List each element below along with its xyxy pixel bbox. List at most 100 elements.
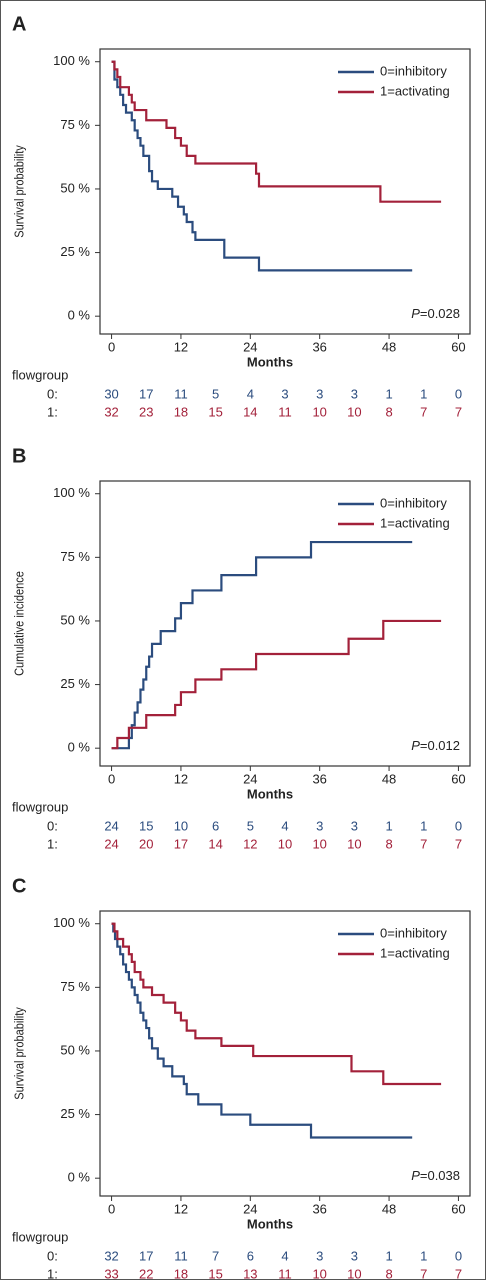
y-tick-label: 50 %	[60, 180, 90, 195]
risk-count: 32	[104, 1248, 118, 1263]
risk-count: 3	[351, 1248, 358, 1263]
survival-curve	[111, 922, 442, 1086]
risk-count: 8	[385, 836, 392, 851]
risk-count: 10	[347, 836, 361, 851]
x-tick-label: 36	[312, 1201, 326, 1216]
risk-count: 5	[247, 818, 254, 833]
x-tick-label: 24	[243, 771, 257, 786]
risk-count: 7	[455, 1266, 462, 1280]
y-tick-label: 50 %	[60, 1042, 90, 1057]
risk-count: 10	[278, 836, 292, 851]
p-italic: P	[411, 738, 420, 753]
risk-title: flowgroup	[12, 1229, 68, 1244]
x-axis-label: Months	[247, 786, 293, 801]
risk-count: 3	[351, 818, 358, 833]
risk-count: 32	[104, 404, 118, 419]
risk-count: 7	[455, 404, 462, 419]
y-axis-label: Survival probability	[12, 145, 27, 238]
x-tick-label: 48	[382, 771, 396, 786]
p-number: =0.028	[420, 306, 460, 321]
risk-count: 30	[104, 386, 118, 401]
x-tick-label: 36	[312, 339, 326, 354]
risk-count: 1	[420, 1248, 427, 1263]
risk-count: 3	[351, 386, 358, 401]
risk-count: 11	[174, 386, 188, 401]
survival-curve	[111, 60, 413, 272]
risk-row-label: 1:	[47, 1266, 58, 1280]
risk-row-label: 1:	[47, 836, 58, 851]
risk-count: 15	[208, 1266, 222, 1280]
risk-count: 14	[243, 404, 257, 419]
risk-count: 4	[281, 1248, 288, 1263]
risk-count: 10	[312, 836, 326, 851]
risk-count: 11	[278, 404, 292, 419]
risk-row-label: 0:	[47, 818, 58, 833]
risk-count: 1	[420, 386, 427, 401]
risk-count: 8	[385, 404, 392, 419]
y-tick-label: 25 %	[60, 676, 90, 691]
risk-count: 24	[104, 836, 118, 851]
y-tick-label: 25 %	[60, 1106, 90, 1121]
x-tick-label: 60	[451, 339, 465, 354]
x-tick-label: 24	[243, 1201, 257, 1216]
plot-frame	[99, 48, 471, 335]
risk-count: 6	[247, 1248, 254, 1263]
risk-count: 0	[455, 386, 462, 401]
x-tick-label: 24	[243, 339, 257, 354]
x-tick-label: 12	[174, 339, 188, 354]
risk-count: 3	[281, 386, 288, 401]
y-tick-label: 25 %	[60, 244, 90, 259]
risk-count: 5	[212, 386, 219, 401]
p-italic: P	[411, 306, 420, 321]
x-tick-label: 48	[382, 339, 396, 354]
p-value: P=0.012	[411, 738, 460, 753]
risk-count: 18	[174, 404, 188, 419]
risk-count: 3	[316, 386, 323, 401]
risk-count: 10	[312, 404, 326, 419]
risk-count: 4	[281, 818, 288, 833]
x-tick-label: 0	[108, 1201, 115, 1216]
p-value: P=0.028	[411, 306, 460, 321]
risk-row-label: 0:	[47, 1248, 58, 1263]
x-tick-label: 0	[108, 339, 115, 354]
risk-count: 17	[139, 1248, 153, 1263]
risk-title: flowgroup	[12, 367, 68, 382]
risk-row-label: 0:	[47, 386, 58, 401]
survival-curve	[111, 540, 413, 750]
legend-label: 1=activating	[380, 515, 450, 530]
risk-count: 0	[455, 1248, 462, 1263]
risk-count: 11	[174, 1248, 188, 1263]
risk-count: 7	[420, 1266, 427, 1280]
y-tick-label: 100 %	[53, 53, 90, 68]
x-tick-label: 36	[312, 771, 326, 786]
risk-count: 13	[243, 1266, 257, 1280]
risk-count: 7	[455, 836, 462, 851]
risk-count: 3	[316, 1248, 323, 1263]
legend-label: 1=activating	[380, 945, 450, 960]
x-axis-label: Months	[247, 354, 293, 369]
x-tick-label: 12	[174, 771, 188, 786]
y-tick-label: 50 %	[60, 612, 90, 627]
risk-count: 1	[420, 818, 427, 833]
risk-count: 10	[174, 818, 188, 833]
legend-label: 0=inhibitory	[380, 63, 447, 78]
risk-count: 8	[385, 1266, 392, 1280]
risk-count: 33	[104, 1266, 118, 1280]
y-axis-label: Survival probability	[12, 1007, 27, 1100]
y-tick-label: 75 %	[60, 549, 90, 564]
p-italic: P	[411, 1168, 420, 1183]
plot-frame	[99, 480, 471, 767]
y-tick-label: 100 %	[53, 915, 90, 930]
risk-count: 1	[385, 1248, 392, 1263]
risk-count: 15	[139, 818, 153, 833]
panel-letter: A	[12, 13, 26, 35]
x-tick-label: 12	[174, 1201, 188, 1216]
x-tick-label: 48	[382, 1201, 396, 1216]
risk-count: 22	[139, 1266, 153, 1280]
x-tick-label: 0	[108, 771, 115, 786]
risk-count: 11	[278, 1266, 292, 1280]
x-tick-label: 60	[451, 1201, 465, 1216]
risk-count: 20	[139, 836, 153, 851]
risk-row-label: 1:	[47, 404, 58, 419]
